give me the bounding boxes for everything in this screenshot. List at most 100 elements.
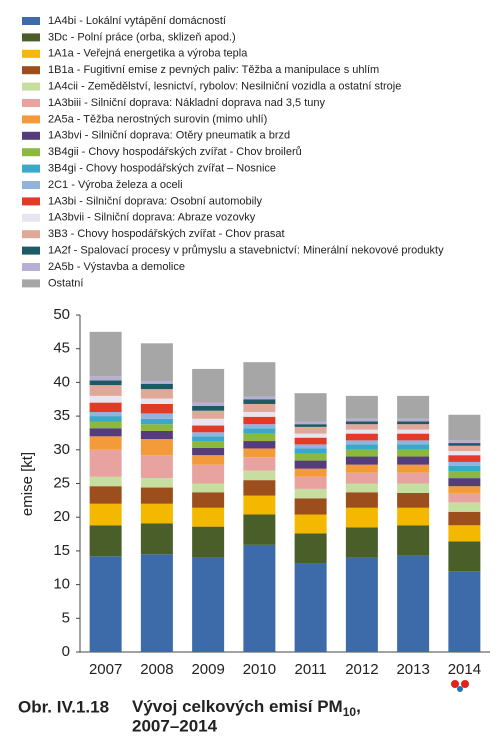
bar-segment xyxy=(140,455,173,479)
y-tick-label: 20 xyxy=(53,508,70,525)
legend-swatch xyxy=(22,197,40,206)
bar-segment xyxy=(192,436,225,442)
bar-segment xyxy=(192,483,225,493)
bar-segment xyxy=(294,514,327,534)
bar-segment xyxy=(243,470,276,481)
chart-title: Vývoj celkových emisí PM10, xyxy=(132,697,361,719)
bar-segment xyxy=(345,418,378,422)
x-tick-label: 2007 xyxy=(89,661,122,678)
bar-segment xyxy=(243,399,276,404)
x-tick-label: 2014 xyxy=(448,661,481,678)
chart-title-line2: 2007–2014 xyxy=(132,716,218,735)
bar-segment xyxy=(140,439,173,456)
bar-segment xyxy=(294,468,327,477)
x-tick-label: 2011 xyxy=(294,661,326,678)
legend-label: 1A3bvi - Silniční doprava: Otěry pneumat… xyxy=(48,130,290,142)
bar-segment xyxy=(192,526,225,558)
bar-segment xyxy=(448,571,481,652)
bar-segment xyxy=(294,476,327,489)
bar-segment xyxy=(140,424,173,431)
bar-segment xyxy=(192,455,225,465)
bar-segment xyxy=(243,495,276,515)
legend-label: 1A2f - Spalovací procesy v průmyslu a st… xyxy=(48,245,444,257)
bar-segment xyxy=(140,398,173,404)
legend-label: 1A1a - Veřejná energetika a výroba tepla xyxy=(48,48,248,60)
y-tick-label: 35 xyxy=(53,407,70,424)
bar-segment xyxy=(243,480,276,496)
bar-segment xyxy=(345,492,378,508)
bar-segment xyxy=(294,426,327,434)
bar-segment xyxy=(140,487,173,504)
legend-label: 1A3biii - Silniční doprava: Nákladní dop… xyxy=(48,97,326,109)
bar-segment xyxy=(448,455,481,462)
bar-segment xyxy=(140,381,173,384)
bar-segment xyxy=(192,447,225,456)
bar-segment xyxy=(448,443,481,446)
bar-segment xyxy=(397,555,430,652)
bar-segment xyxy=(243,362,276,397)
bar-segment xyxy=(192,410,225,419)
bar-segment xyxy=(294,444,327,449)
bar-segment xyxy=(397,492,430,508)
legend-label: 1B1a - Fugitivní emise z pevných paliv: … xyxy=(48,64,379,76)
bar-segment xyxy=(397,395,430,419)
bar-segment xyxy=(89,385,122,396)
legend-swatch xyxy=(22,279,40,288)
bar-segment xyxy=(89,412,122,417)
bar-segment xyxy=(294,393,327,422)
x-tick-label: 2008 xyxy=(140,661,173,678)
bar-segment xyxy=(397,421,430,425)
bar-segment xyxy=(140,343,173,382)
bar-segment xyxy=(294,437,327,445)
bar-segment xyxy=(192,418,225,426)
bar-segment xyxy=(397,483,430,493)
bar-segment xyxy=(345,421,378,425)
x-tick-label: 2010 xyxy=(243,661,276,678)
bar-segment xyxy=(192,507,225,527)
bar-segment xyxy=(140,523,173,555)
bar-segment xyxy=(192,425,225,433)
legend-swatch xyxy=(22,263,40,271)
bar-segment xyxy=(397,440,430,445)
bar-segment xyxy=(397,507,430,526)
bar-segment xyxy=(294,488,327,499)
bar-segment xyxy=(243,412,276,417)
bar-segment xyxy=(140,383,173,390)
bar-segment xyxy=(345,527,378,558)
x-tick-label: 2013 xyxy=(396,661,429,678)
legend-label: 2C1 - Výroba železa a oceli xyxy=(48,179,183,191)
legend-swatch xyxy=(22,82,40,91)
logo-dot xyxy=(461,680,469,688)
bar-segment xyxy=(397,472,430,484)
bar-segment xyxy=(192,405,225,411)
bar-segment xyxy=(448,471,481,479)
bar-segment xyxy=(345,429,378,434)
bar-segment xyxy=(192,368,225,403)
bar-segment xyxy=(345,395,378,419)
bar-segment xyxy=(448,461,481,466)
bar-segment xyxy=(345,424,378,430)
bar-segment xyxy=(397,429,430,434)
legend-label: Ostatní xyxy=(48,277,83,289)
bar-segment xyxy=(140,413,173,419)
bar-segment xyxy=(397,424,430,430)
legend-label: 3Dc - Polní práce (orba, sklizeň apod.) xyxy=(48,31,236,43)
legend-swatch xyxy=(22,181,40,189)
legend-swatch xyxy=(22,66,40,75)
bar-segment xyxy=(89,428,122,437)
bar-segment xyxy=(397,433,430,441)
legend-swatch xyxy=(22,164,40,173)
bar-segment xyxy=(140,389,173,399)
bar-segment xyxy=(448,440,481,444)
legend-label: 1A3bi - Silniční doprava: Osobní automob… xyxy=(48,195,263,207)
x-tick-label: 2012 xyxy=(345,661,378,678)
bar-segment xyxy=(140,430,173,440)
bar-segment xyxy=(448,511,481,526)
bar-segment xyxy=(89,436,122,450)
bar-segment xyxy=(397,525,430,556)
bar-segment xyxy=(294,424,327,427)
title-main: Vývoj celkových emisí PM xyxy=(132,697,343,716)
bar-segment xyxy=(89,525,122,557)
